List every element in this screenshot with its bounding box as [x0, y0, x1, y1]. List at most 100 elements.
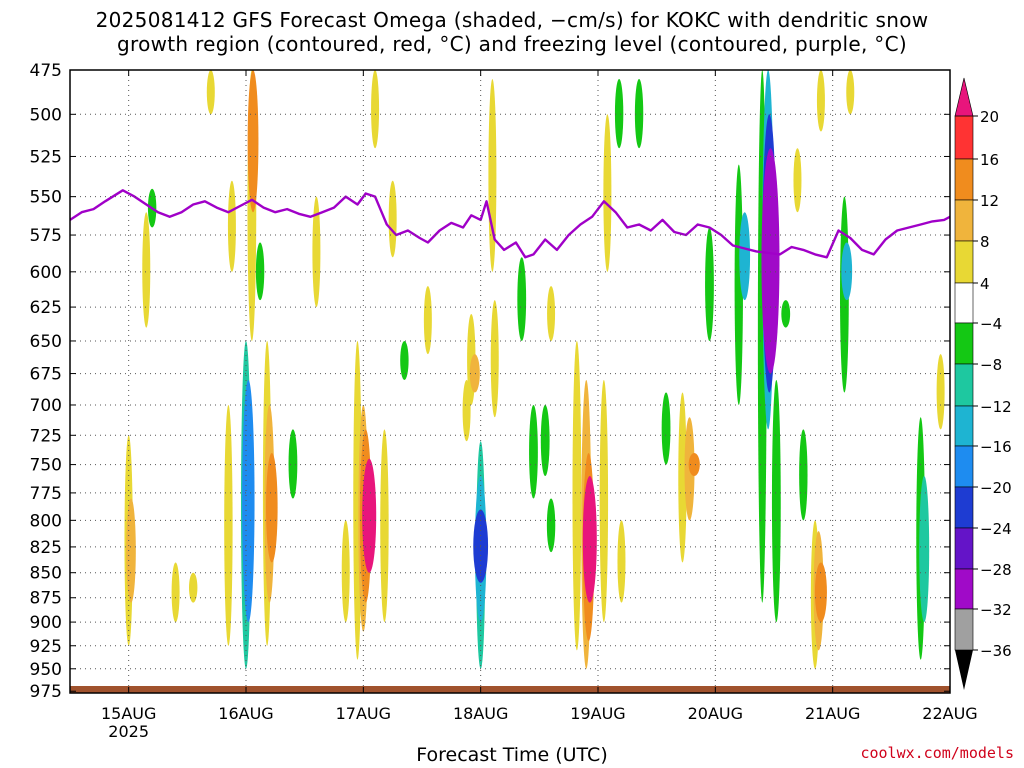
- y-tick-label-900: 900: [30, 613, 62, 633]
- y-tick-label-925: 925: [30, 637, 62, 657]
- chart-title: 2025081412 GFS Forecast Omega (shaded, −…: [0, 8, 1024, 56]
- colorbar-label-3: 8: [980, 233, 990, 251]
- omega-cell-72: [582, 476, 597, 603]
- colorbar-bin-5: [954, 322, 974, 365]
- y-tick-label-875: 875: [30, 589, 62, 609]
- x-tick-label-15AUG: 15AUG: [101, 704, 156, 723]
- omega-cell-35: [799, 429, 808, 521]
- omega-cell-41: [540, 404, 550, 477]
- colorbar-bottom-arrow: [955, 650, 973, 690]
- omega-cell-44: [705, 227, 714, 341]
- omega-cell-17: [846, 70, 855, 115]
- colorbar-label-9: −20: [980, 479, 1012, 497]
- x-tick-label-22AUG: 22AUG: [922, 704, 977, 723]
- y-tick-label-825: 825: [30, 538, 62, 558]
- y-tick-label-675: 675: [30, 365, 62, 385]
- omega-cell-39: [517, 257, 527, 341]
- omega-cell-27: [400, 340, 409, 380]
- colorbar-bin-2: [954, 199, 974, 242]
- x-year-label: 2025: [108, 722, 149, 741]
- y-tick-label-775: 775: [30, 484, 62, 504]
- x-tick-label-16AUG: 16AUG: [218, 704, 273, 723]
- colorbar-bin-0: [954, 115, 974, 160]
- y-tick-label-600: 600: [30, 263, 62, 283]
- omega-cell-38: [288, 429, 298, 499]
- colorbar-label-2: 12: [980, 192, 999, 210]
- colorbar-label-8: −16: [980, 438, 1012, 456]
- y-tick-label-950: 950: [30, 660, 62, 680]
- omega-cell-1: [171, 562, 180, 623]
- y-tick-label-475: 475: [30, 61, 62, 81]
- colorbar-bin-4: [954, 282, 974, 324]
- omega-cell-10: [488, 79, 497, 272]
- colorbar-label-10: −24: [980, 520, 1012, 538]
- omega-cell-31: [614, 79, 624, 149]
- y-tick-label-500: 500: [30, 105, 62, 125]
- y-tick-label-625: 625: [30, 298, 62, 318]
- omega-cell-51: [126, 498, 136, 603]
- plot-frame: [69, 69, 951, 694]
- colorbar-top-outline: [954, 77, 974, 117]
- omega-cell-71: [362, 458, 377, 573]
- y-axis: 475 500 525 550 575 600 625 650 675 700 725 750 775 8…: [30, 61, 950, 702]
- y-tick-label-750: 750: [30, 456, 62, 476]
- omega-cell-32: [634, 79, 644, 149]
- colorbar-bin-8: [954, 445, 974, 488]
- omega-cell-64: [266, 452, 278, 563]
- y-tick-label-850: 850: [30, 564, 62, 584]
- source-credit: coolwx.com/models: [860, 744, 1014, 762]
- colorbar-label-1: 16: [980, 151, 999, 169]
- omega-cell-16: [816, 70, 825, 132]
- x-axis-label: Forecast Time (UTC): [416, 744, 608, 766]
- y-tick-label-700: 700: [30, 396, 62, 416]
- colorbar-label-7: −12: [980, 398, 1012, 416]
- omega-cell-59: [919, 476, 930, 623]
- x-tick-label-19AUG: 19AUG: [570, 704, 625, 723]
- omega-cell-3: [227, 180, 236, 272]
- colorbar-bin-7: [954, 405, 974, 447]
- omega-cell-46: [771, 379, 781, 623]
- omega-cell-47: [781, 300, 791, 328]
- omega-cell-29: [546, 498, 556, 553]
- y-tick-label-975: 975: [30, 682, 62, 702]
- x-tick-label-18AUG: 18AUG: [453, 704, 508, 723]
- y-tick-label-525: 525: [30, 147, 62, 167]
- omega-cell-75: [761, 148, 780, 374]
- omega-cell-18: [936, 354, 945, 430]
- omega-cell-61: [739, 212, 751, 301]
- colorbar-bin-6: [954, 363, 974, 407]
- omega-cell-43: [661, 392, 671, 465]
- colorbar-bin-12: [954, 608, 974, 651]
- colorbar-label-11: −28: [980, 561, 1012, 579]
- omega-cell-60: [247, 70, 259, 213]
- colorbar-label-0: 20: [980, 108, 999, 126]
- ground-strip: [70, 686, 950, 693]
- omega-cell-30: [599, 379, 609, 623]
- colorbar-bin-1: [954, 158, 974, 201]
- omega-cell-0: [142, 212, 151, 328]
- omega-cell-26: [380, 429, 389, 623]
- colorbar-bin-3: [954, 240, 974, 284]
- x-tick-label-17AUG: 17AUG: [336, 704, 391, 723]
- omega-cell-70: [242, 379, 255, 623]
- omega-cell-13: [603, 114, 612, 272]
- y-tick-label-725: 725: [30, 426, 62, 446]
- omega-cell-4: [312, 196, 321, 308]
- x-axis: 15AUG 16AUG 17AUG 18AUG 19AUG 20AUG 21AUG 22AUG…: [101, 70, 978, 741]
- y-tick-label-575: 575: [30, 226, 62, 246]
- freezing-level-line: [70, 189, 950, 259]
- colorbar-label-4: 4: [980, 275, 990, 293]
- omega-shading: [70, 70, 950, 669]
- omega-cell-15: [793, 148, 802, 213]
- omega-cell-8: [423, 286, 432, 355]
- omega-cell-42: [572, 340, 582, 651]
- omega-cell-6: [371, 70, 380, 149]
- colorbar-label-5: −4: [980, 315, 1002, 333]
- chart-title-line1: 2025081412 GFS Forecast Omega (shaded, −…: [95, 8, 929, 32]
- omega-cell-21: [189, 572, 198, 603]
- colorbar-bin-10: [954, 527, 974, 570]
- colorbar: 20 16 12 8 4 −4 −8 −12 −16 −20 −24 −28 −32 −36: [954, 77, 1012, 690]
- omega-cell-12: [547, 286, 556, 341]
- y-tick-label-550: 550: [30, 188, 62, 208]
- plot-area: [70, 70, 950, 693]
